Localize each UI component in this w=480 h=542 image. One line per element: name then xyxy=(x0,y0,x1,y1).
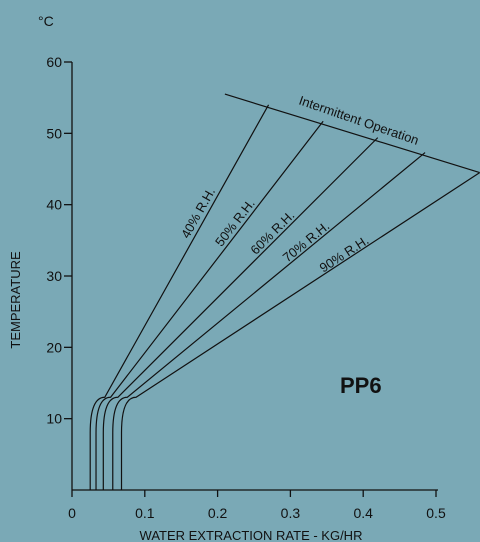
rh-curve-5 xyxy=(122,173,480,490)
x-tick-label: 0.2 xyxy=(208,505,228,521)
rh-curve-label: 90% R.H. xyxy=(317,232,372,275)
y-tick-label: 50 xyxy=(46,125,62,141)
rh-curve-4 xyxy=(113,153,425,490)
rh-curve-3 xyxy=(103,138,377,490)
model-label: PP6 xyxy=(340,373,382,398)
rh-curve-label: 40% R.H. xyxy=(178,185,218,241)
unit-label: °C xyxy=(38,13,54,29)
x-tick-label: 0.4 xyxy=(353,505,373,521)
y-axis-title: TEMPERATURE xyxy=(8,251,23,349)
y-tick-label: 60 xyxy=(46,54,62,70)
boundary-label: Intermittent Operation xyxy=(297,93,421,148)
y-tick-label: 20 xyxy=(46,339,62,355)
rh-curve-label: 50% R.H. xyxy=(212,196,258,249)
x-tick-label: 0 xyxy=(68,505,76,521)
x-axis-title: WATER EXTRACTION RATE - KG/HR xyxy=(140,528,363,542)
curves xyxy=(90,94,479,490)
y-tick-label: 40 xyxy=(46,197,62,213)
x-tick-label: 0.1 xyxy=(135,505,155,521)
intermittent-operation-boundary xyxy=(225,94,480,172)
rh-curve-1 xyxy=(90,105,268,490)
curve-labels: 40% R.H.50% R.H.60% R.H.70% R.H.90% R.H. xyxy=(178,185,372,276)
x-tick-label: 0.5 xyxy=(426,505,446,521)
y-tick-label: 10 xyxy=(46,411,62,427)
y-tick-label: 30 xyxy=(46,268,62,284)
x-tick-label: 0.3 xyxy=(281,505,301,521)
